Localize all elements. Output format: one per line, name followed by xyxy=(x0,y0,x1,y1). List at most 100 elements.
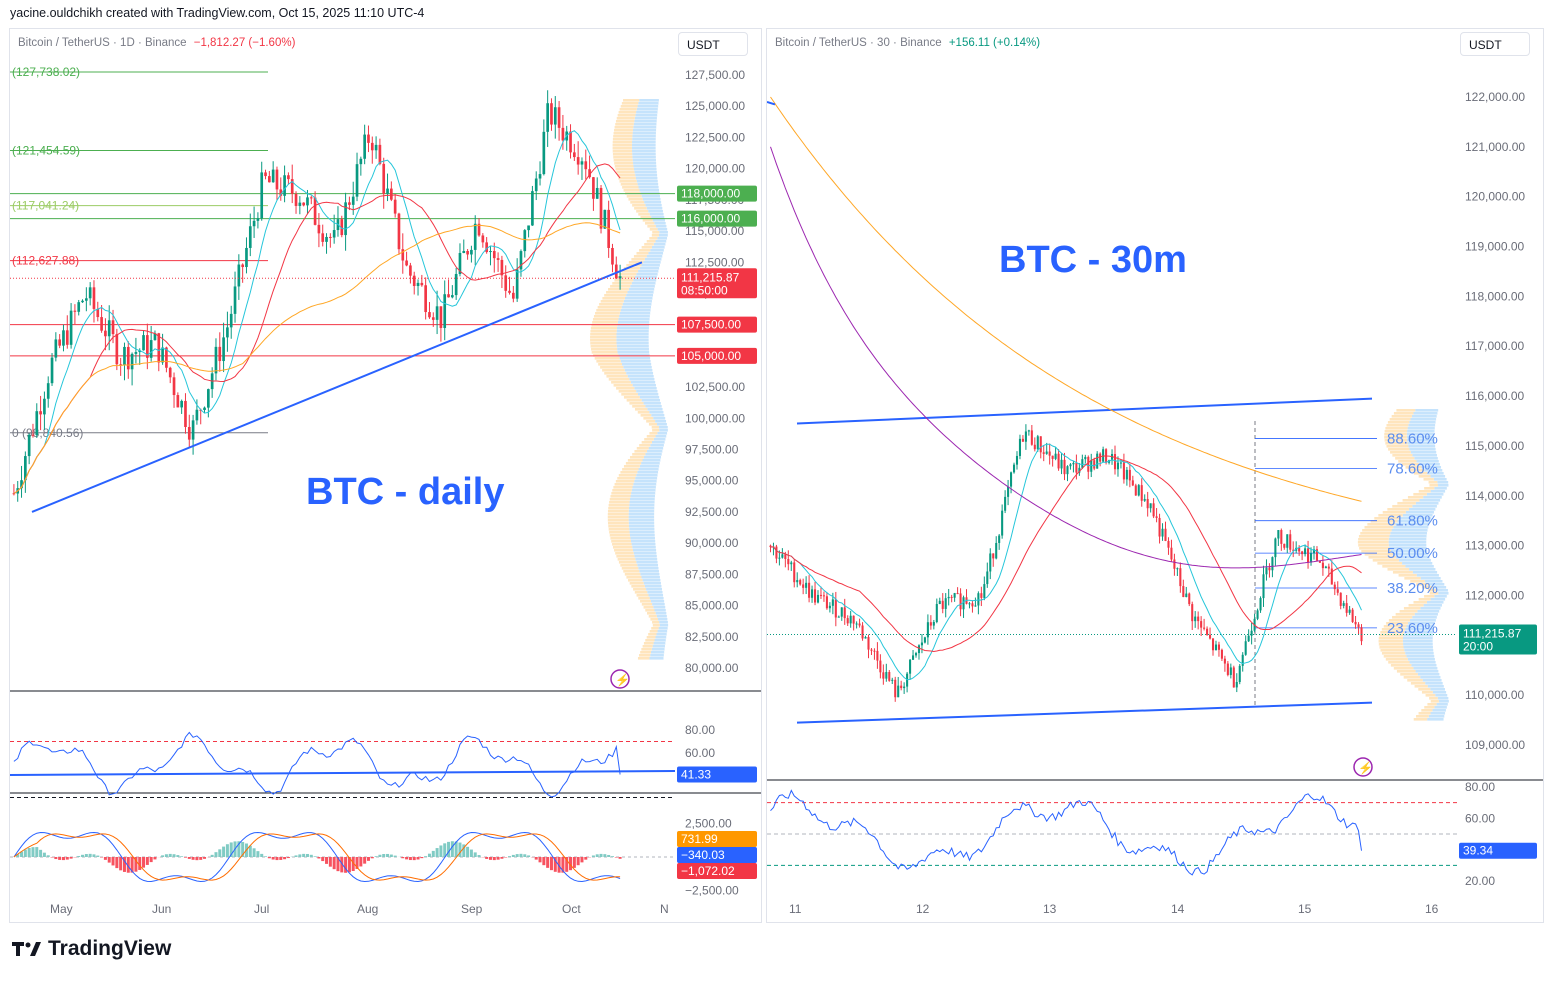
intraday-candle xyxy=(1268,567,1271,571)
volume-profile-bar xyxy=(1370,520,1398,523)
currency-button[interactable]: USDT xyxy=(678,32,748,56)
daily-candle xyxy=(412,275,416,287)
volume-profile-bar xyxy=(634,207,647,210)
ema-short-line xyxy=(770,443,1362,681)
volume-profile-bar xyxy=(1397,520,1431,523)
volume-profile-bar xyxy=(1391,415,1412,418)
intraday-candle xyxy=(1185,593,1188,598)
volume-profile-bar xyxy=(1398,559,1431,562)
volume-profile-bar xyxy=(1434,595,1447,598)
volume-profile-bar xyxy=(648,252,664,255)
last-price-badge: 111,215.87 xyxy=(681,270,740,284)
volume-profile-bar xyxy=(1378,514,1403,517)
macd-histogram-bar xyxy=(92,854,96,857)
intraday-candle xyxy=(846,618,849,624)
volume-profile-bar xyxy=(643,402,661,405)
volume-profile-bar xyxy=(633,123,657,126)
currency-button[interactable]: USDT xyxy=(1460,32,1530,56)
intraday-candle xyxy=(1158,517,1161,537)
macd-histogram-bar xyxy=(313,856,317,857)
volume-profile-bar xyxy=(1378,637,1404,640)
volume-profile-bar xyxy=(652,624,660,627)
volume-profile-bar xyxy=(1412,505,1437,508)
daily-candle xyxy=(409,265,412,276)
volume-profile-bar xyxy=(608,504,630,507)
volume-profile-bar xyxy=(1361,550,1392,553)
intraday-candle xyxy=(980,593,983,598)
intraday-chart-panel[interactable]: 122,000.00 121,000.00 120,000.00 119,000.00… xyxy=(766,28,1544,923)
daily-chart-canvas[interactable]: 127,500.00 125,000.00 122,500.00 120,000.00… xyxy=(10,29,761,922)
price-axis-label: 119,000.00 xyxy=(1465,240,1524,254)
fib-retracement-label: 78.60% xyxy=(1387,460,1438,477)
volume-profile-bar xyxy=(1413,472,1428,475)
price-change: −1,812.27 (−1.60%) xyxy=(193,37,296,49)
volume-profile-bar xyxy=(632,453,646,456)
volume-profile-bar xyxy=(619,312,651,315)
daily-chart-panel[interactable]: 127,500.00 125,000.00 122,500.00 120,000.00… xyxy=(9,28,762,923)
intraday-candle xyxy=(947,596,950,599)
intraday-candle xyxy=(1200,621,1203,628)
volume-profile-bar xyxy=(658,426,668,429)
intraday-candle xyxy=(923,637,926,643)
intraday-candle xyxy=(1238,665,1241,682)
volume-profile-bar xyxy=(1391,529,1428,532)
time-axis-label: 15 xyxy=(1298,902,1312,916)
volume-profile-bar xyxy=(634,408,648,411)
tradingview-brand[interactable]: TradingView xyxy=(12,937,171,961)
macd-histogram-bar xyxy=(27,847,31,857)
volume-profile-bar xyxy=(1393,412,1414,415)
daily-candle xyxy=(226,327,229,338)
intraday-candle xyxy=(1128,469,1131,481)
intraday-chart-canvas[interactable]: 122,000.00 121,000.00 120,000.00 119,000.00… xyxy=(767,29,1543,922)
fib-level-label: 0 (98,840.56) xyxy=(12,426,83,440)
volume-profile-bar xyxy=(618,390,637,393)
volume-profile-bar xyxy=(651,648,665,651)
daily-candle xyxy=(306,197,309,206)
daily-candle xyxy=(592,177,595,199)
volume-profile-bar xyxy=(621,270,639,273)
volume-profile-bar xyxy=(1397,502,1416,505)
intraday-candle xyxy=(989,553,992,572)
volume-profile-bar xyxy=(639,396,660,399)
volume-profile-bar xyxy=(1390,532,1427,535)
volume-profile-bar xyxy=(612,138,633,141)
macd-histogram-bar xyxy=(519,853,523,857)
intraday-candle xyxy=(1021,438,1024,442)
intraday-candle xyxy=(1318,560,1321,563)
volume-profile-bar xyxy=(649,630,658,633)
macd-histogram-bar xyxy=(458,842,462,857)
volume-profile-bar xyxy=(648,594,664,597)
macd-histogram-bar xyxy=(286,857,290,859)
volume-profile-bar xyxy=(1412,571,1438,574)
volume-profile-bar xyxy=(1403,634,1433,637)
volume-profile-bar xyxy=(1395,457,1415,460)
intraday-candle xyxy=(1336,589,1339,593)
daily-candle xyxy=(512,292,515,299)
volume-profile-bar xyxy=(634,276,657,279)
volume-profile-bar xyxy=(1364,526,1394,529)
rsi-value-badge-bg xyxy=(1459,842,1537,859)
daily-candle xyxy=(153,333,157,341)
macd-histogram-bar xyxy=(546,857,550,868)
volume-profile-bar xyxy=(1416,460,1439,463)
rsi-trendline xyxy=(10,770,676,776)
volume-profile-bar xyxy=(1383,625,1407,628)
macd-histogram-bar xyxy=(183,857,187,858)
volume-profile-bar xyxy=(1364,553,1394,556)
volume-profile-bar xyxy=(1434,706,1447,709)
intraday-candle xyxy=(876,650,879,661)
intraday-candle xyxy=(897,685,900,698)
intraday-candle xyxy=(1072,462,1075,465)
intraday-candle xyxy=(1018,438,1022,456)
volume-profile-bar xyxy=(1390,451,1411,454)
rsi-value-badge: 39.34 xyxy=(1463,844,1493,858)
daily-candle xyxy=(332,230,336,238)
volume-profile-bar xyxy=(1409,469,1425,472)
intraday-candle xyxy=(1007,486,1010,497)
intraday-candle xyxy=(796,580,799,583)
volume-profile-bar xyxy=(1393,553,1429,556)
volume-profile-bar xyxy=(641,603,653,606)
volume-profile-bar xyxy=(651,627,659,630)
volume-profile-bar xyxy=(655,435,667,438)
volume-profile-bar xyxy=(628,510,655,513)
